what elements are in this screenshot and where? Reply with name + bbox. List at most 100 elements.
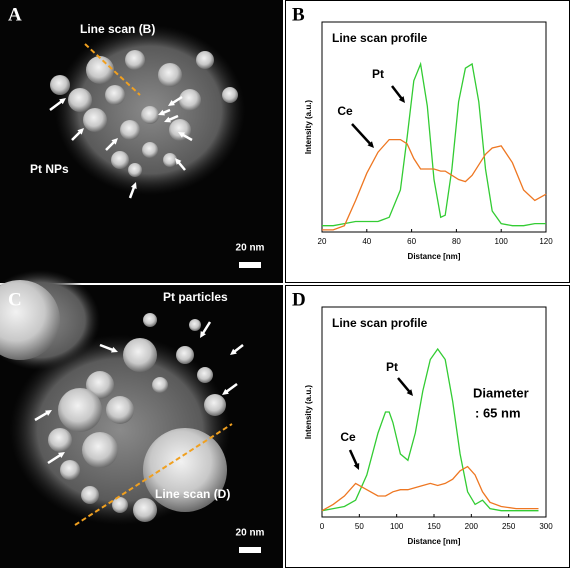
particle (204, 394, 226, 416)
arrow (34, 410, 52, 422)
series-label: Pt (386, 360, 398, 374)
image-label: Line scan (B) (80, 22, 155, 36)
x-axis-label: Distance [nm] (408, 252, 461, 261)
data-line (322, 138, 547, 231)
particle (143, 313, 157, 327)
particle (120, 120, 140, 140)
arrow-shaft (168, 114, 179, 121)
annotation: Diameter (473, 385, 529, 400)
panel-letter: B (292, 4, 305, 25)
x-tick-label: 250 (502, 522, 516, 531)
arrow-head (175, 158, 182, 165)
arrow (158, 108, 171, 116)
particle (105, 85, 125, 105)
arrow-shaft (47, 453, 61, 465)
arrow-shaft (71, 131, 81, 141)
panel-frame (285, 0, 570, 283)
arrow-head (111, 346, 118, 353)
arrow (222, 382, 238, 395)
particle (86, 56, 114, 84)
data-line (321, 347, 539, 512)
particle (143, 428, 227, 512)
particle (48, 428, 72, 452)
arrow-shaft (391, 85, 403, 100)
particle (125, 50, 145, 70)
arrow-shaft (128, 186, 136, 199)
particle (111, 151, 129, 169)
arrow-head (222, 388, 229, 395)
arrow-shaft (177, 161, 186, 171)
arrow (175, 158, 186, 171)
series-label: Ce (340, 430, 356, 444)
x-axis-label: Distance [nm] (408, 537, 461, 546)
particle (0, 280, 60, 360)
x-tick-label: 50 (355, 522, 364, 531)
arrow-shaft (201, 321, 212, 334)
arrow-shaft (233, 344, 244, 353)
arrow-head (367, 141, 374, 148)
particle (60, 460, 80, 480)
arrow-head (45, 410, 52, 416)
arrow (397, 377, 413, 396)
image-label: Line scan (D) (155, 487, 230, 501)
arrow-head (111, 138, 118, 145)
particle (58, 388, 102, 432)
arrow (391, 85, 405, 103)
series-label: Pt (372, 67, 384, 81)
arrow-head (58, 452, 65, 458)
arrow-shaft (397, 377, 411, 393)
chart-title: Line scan profile (332, 316, 428, 330)
panel-letter: D (292, 289, 306, 310)
plot-frame (321, 21, 547, 233)
y-axis-label: Intensity (a.u.) (304, 100, 313, 155)
scale-bar (239, 547, 261, 553)
particle (222, 87, 238, 103)
arrow-head (130, 182, 137, 189)
particle (176, 346, 194, 364)
arrow (178, 132, 193, 142)
scale-bar-label: 20 nm (236, 243, 265, 254)
panel-letter: A (8, 4, 22, 25)
chart-title: Line scan profile (332, 31, 428, 45)
arrow-shaft (162, 108, 171, 114)
particle (106, 396, 134, 424)
arrow (164, 114, 179, 123)
particle (152, 377, 168, 393)
particle (163, 153, 177, 167)
arrow (351, 123, 374, 148)
x-tick-label: 80 (452, 237, 461, 246)
arrow-head (406, 389, 413, 396)
scan-line (74, 423, 233, 526)
x-tick-label: 100 (390, 522, 404, 531)
particle (81, 486, 99, 504)
arrow (168, 95, 183, 106)
particle (197, 367, 213, 383)
scan-line (84, 43, 141, 96)
x-tick-label: 20 (318, 237, 327, 246)
arrow-head (158, 109, 165, 116)
arrow-shaft (182, 133, 193, 142)
arrow-head (77, 128, 84, 135)
x-tick-label: 0 (320, 522, 325, 531)
arrow-head (398, 96, 405, 103)
arrow (47, 452, 65, 465)
arrow-shaft (348, 449, 358, 466)
particle (128, 163, 142, 177)
arrow-shaft (105, 141, 115, 151)
particle (189, 319, 201, 331)
x-tick-label: 60 (407, 237, 416, 246)
arrow-head (59, 98, 66, 105)
image-label: Pt particles (163, 290, 228, 304)
arrow (200, 321, 212, 338)
x-tick-label: 150 (427, 522, 441, 531)
data-line (322, 61, 546, 227)
arrow-head (168, 100, 175, 106)
x-tick-label: 300 (539, 522, 553, 531)
particle (158, 63, 182, 87)
image-label: Pt NPs (30, 162, 69, 176)
data-line (321, 465, 539, 512)
particle (142, 142, 158, 158)
series-label: Ce (337, 104, 353, 118)
x-tick-label: 100 (495, 237, 509, 246)
